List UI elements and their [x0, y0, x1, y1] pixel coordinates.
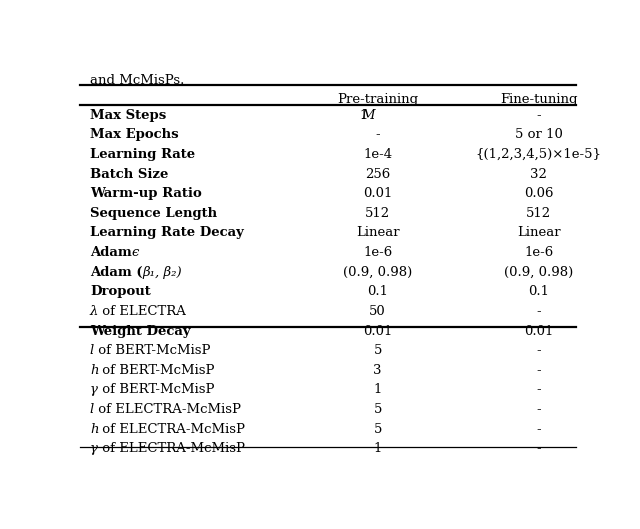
Text: Learning Rate: Learning Rate	[90, 148, 195, 161]
Text: 0.1: 0.1	[528, 285, 549, 298]
Text: -: -	[536, 403, 541, 416]
Text: 1: 1	[373, 442, 382, 455]
Text: M: M	[362, 108, 375, 122]
Text: Weight Decay: Weight Decay	[90, 325, 191, 338]
Text: (0.9, 0.98): (0.9, 0.98)	[343, 266, 412, 279]
Text: Learning Rate Decay: Learning Rate Decay	[90, 226, 244, 240]
Text: {(1,2,3,4,5)×1e-5}: {(1,2,3,4,5)×1e-5}	[476, 148, 602, 161]
Text: 256: 256	[365, 168, 390, 180]
Text: h: h	[90, 423, 99, 436]
Text: 1e-6: 1e-6	[363, 246, 392, 259]
Text: of ELECTRA-McMisP: of ELECTRA-McMisP	[98, 442, 244, 455]
Text: -: -	[536, 442, 541, 455]
Text: and McMisPs.: and McMisPs.	[90, 74, 184, 87]
Text: Max Epochs: Max Epochs	[90, 129, 179, 141]
Text: h: h	[90, 364, 99, 377]
Text: Linear: Linear	[356, 226, 399, 240]
Text: 0.01: 0.01	[524, 325, 554, 338]
Text: of ELECTRA: of ELECTRA	[99, 305, 186, 318]
Text: of BERT-McMisP: of BERT-McMisP	[99, 364, 215, 377]
Text: -: -	[536, 423, 541, 436]
Text: l: l	[90, 403, 94, 416]
Text: 1: 1	[359, 108, 368, 122]
Text: of ELECTRA-McMisP: of ELECTRA-McMisP	[99, 423, 245, 436]
Text: -: -	[536, 108, 541, 122]
Text: -: -	[536, 305, 541, 318]
Text: 5 or 10: 5 or 10	[515, 129, 563, 141]
Text: Linear: Linear	[517, 226, 561, 240]
Text: -: -	[536, 364, 541, 377]
Text: 0.1: 0.1	[367, 285, 388, 298]
Text: 0.06: 0.06	[524, 187, 554, 200]
Text: γ: γ	[90, 442, 98, 455]
Text: 50: 50	[369, 305, 386, 318]
Text: 0.01: 0.01	[363, 187, 392, 200]
Text: Max Steps: Max Steps	[90, 108, 166, 122]
Text: Pre-training: Pre-training	[337, 93, 418, 106]
Text: l: l	[90, 344, 94, 357]
Text: 32: 32	[531, 168, 547, 180]
Text: (0.9, 0.98): (0.9, 0.98)	[504, 266, 573, 279]
Text: -: -	[536, 384, 541, 396]
Text: Adam (: Adam (	[90, 266, 143, 279]
Text: Adam: Adam	[90, 246, 132, 259]
Text: λ: λ	[90, 305, 99, 318]
Text: 1e-4: 1e-4	[363, 148, 392, 161]
Text: 5: 5	[373, 423, 382, 436]
Text: Warm-up Ratio: Warm-up Ratio	[90, 187, 202, 200]
Text: 5: 5	[373, 344, 382, 357]
Text: Sequence Length: Sequence Length	[90, 207, 217, 220]
Text: 1e-6: 1e-6	[524, 246, 554, 259]
Text: Dropout: Dropout	[90, 285, 150, 298]
Text: 0.01: 0.01	[363, 325, 392, 338]
Text: of BERT-McMisP: of BERT-McMisP	[98, 384, 214, 396]
Text: 1: 1	[373, 384, 382, 396]
Text: 512: 512	[526, 207, 552, 220]
Text: of BERT-McMisP: of BERT-McMisP	[94, 344, 211, 357]
Text: β₁, β₂): β₁, β₂)	[143, 266, 182, 279]
Text: 512: 512	[365, 207, 390, 220]
Text: Fine-tuning: Fine-tuning	[500, 93, 577, 106]
Text: 5: 5	[373, 403, 382, 416]
Text: of ELECTRA-McMisP: of ELECTRA-McMisP	[94, 403, 241, 416]
Text: 3: 3	[373, 364, 382, 377]
Text: ϵ: ϵ	[132, 246, 139, 259]
Text: γ: γ	[90, 384, 98, 396]
Text: -: -	[375, 129, 380, 141]
Text: -: -	[536, 344, 541, 357]
Text: Batch Size: Batch Size	[90, 168, 168, 180]
